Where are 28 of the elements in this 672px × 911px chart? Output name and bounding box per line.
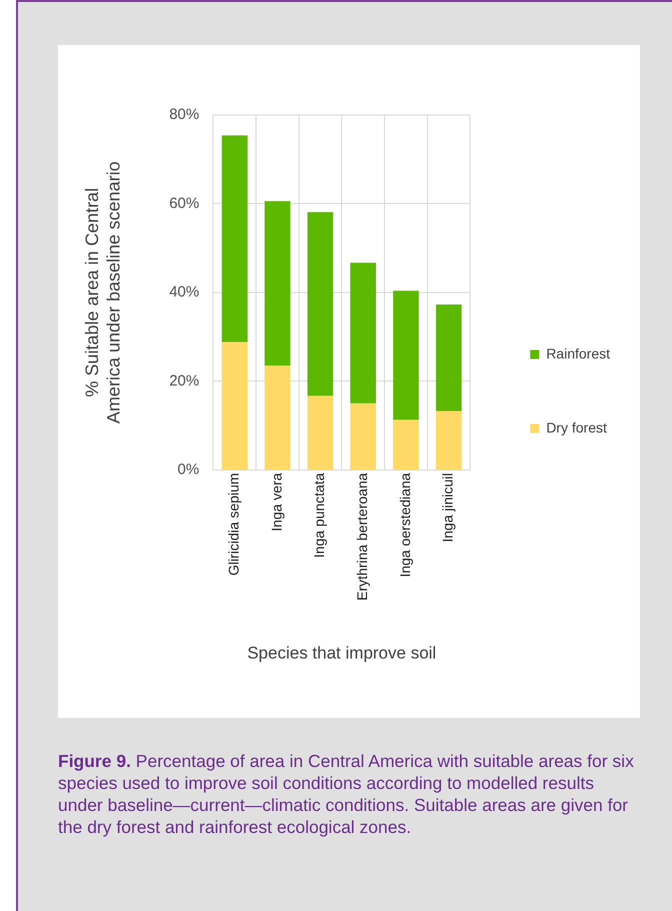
y-axis-title: % Suitable area in Central America under baseline scenario: [82, 161, 124, 424]
y-tick-label: 0%: [178, 461, 200, 478]
x-tick-label: Erythrina berteroana: [354, 472, 370, 601]
caption: Figure 9. Percentage of area in Central America with suitable areas for six species used to improve soil conditions according to modelled results under baseline—current—climatic conditions. Suitable areas are given for the dry forest and rainforest ecological zones.: [58, 750, 635, 838]
x-axis-title: Species that improve soil: [247, 643, 436, 662]
bar: [393, 420, 419, 470]
legend-label: Dry forest: [546, 419, 607, 436]
bar: [307, 396, 334, 470]
x-tick-label: Inga vera: [268, 472, 284, 532]
x-tick-label: Gliricidia sepium: [225, 472, 242, 576]
y-tick-label: 20%: [169, 372, 200, 390]
bar: [350, 262, 376, 404]
bar: [222, 342, 248, 470]
x-tick-label: Inga punctata: [311, 472, 328, 558]
bar: [307, 212, 334, 396]
y-tick-label: 40%: [169, 284, 200, 301]
bar: [393, 290, 419, 420]
x-tick-label: Inga jinicuil: [440, 472, 456, 542]
y-tick-label: 60%: [169, 194, 200, 212]
bar: [350, 403, 376, 470]
bar: [436, 410, 462, 470]
y-tick-label: 80%: [169, 106, 200, 124]
bar: [264, 366, 290, 470]
legend-label: Rainforest: [546, 345, 610, 362]
bar: [264, 201, 290, 366]
x-tick-label: Inga oerstediana: [396, 472, 413, 578]
bar: [436, 304, 462, 411]
bar: [222, 135, 248, 342]
